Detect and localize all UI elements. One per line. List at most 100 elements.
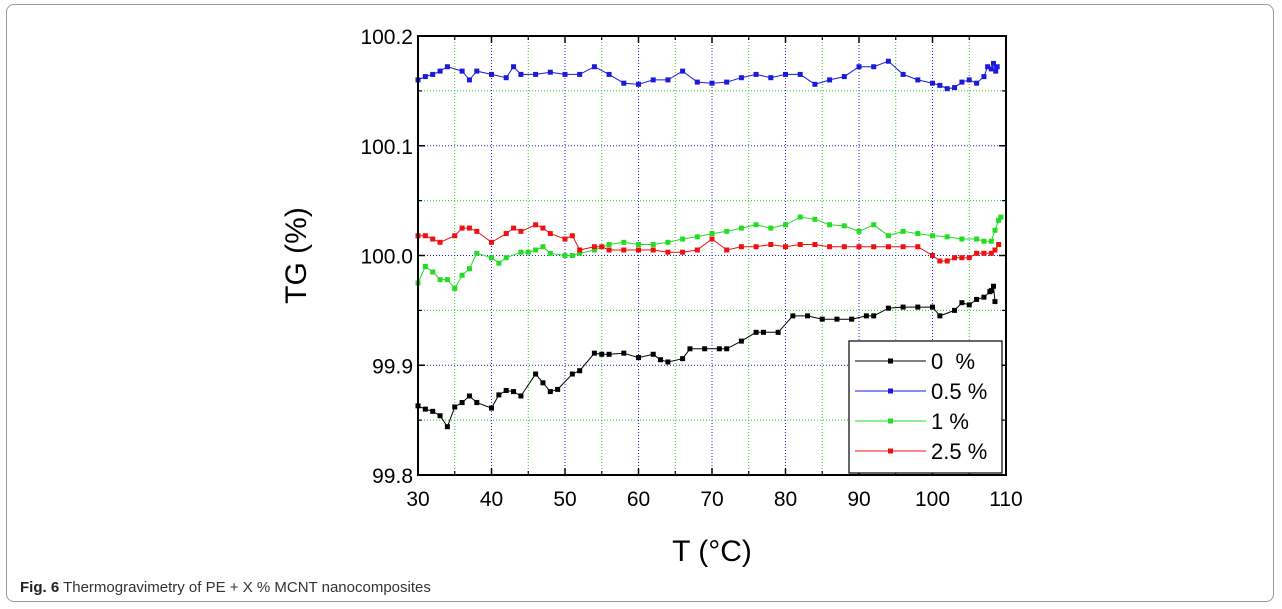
data-point: [474, 250, 480, 256]
data-point: [992, 227, 998, 233]
data-point: [974, 250, 980, 256]
series-line: [417, 216, 1002, 290]
data-point: [606, 247, 612, 253]
ticks: 30 40 50 60 70 80 90 100 110 99.8 99.9 100.0 100.1 10…: [360, 26, 1022, 511]
data-point: [621, 239, 627, 245]
x-tick-label: 70: [700, 488, 723, 511]
data-point: [606, 71, 612, 77]
data-point: [944, 258, 950, 264]
data-point: [474, 228, 480, 234]
x-tick-label: 90: [847, 488, 870, 511]
data-point: [444, 424, 450, 430]
data-point: [944, 86, 950, 92]
data-point: [900, 244, 906, 250]
data-point: [856, 244, 862, 250]
data-point: [819, 316, 825, 322]
data-point: [569, 233, 575, 239]
data-point: [885, 305, 891, 311]
data-point: [738, 338, 744, 344]
x-tick-label: 40: [480, 488, 503, 511]
data-point: [716, 346, 722, 352]
data-point: [937, 82, 943, 88]
data-point: [900, 71, 906, 77]
data-point: [724, 79, 730, 85]
data-point: [768, 225, 774, 231]
data-point: [511, 389, 517, 395]
data-point: [518, 249, 524, 255]
data-point: [812, 216, 818, 222]
data-point: [466, 266, 472, 272]
data-point: [900, 228, 906, 234]
data-point: [930, 253, 935, 258]
data-point: [621, 350, 627, 356]
x-tick-label: 80: [774, 488, 797, 511]
data-point: [444, 64, 450, 70]
x-tick-label: 30: [406, 488, 429, 511]
data-point: [658, 357, 664, 363]
data-point: [437, 239, 443, 245]
data-point: [503, 255, 509, 261]
data-point: [577, 368, 583, 374]
data-point: [724, 346, 730, 352]
data-point: [503, 387, 509, 393]
data-point: [503, 75, 509, 81]
data-point: [994, 64, 1000, 70]
data-point: [606, 242, 612, 248]
data-point: [930, 304, 935, 310]
data-point: [511, 225, 517, 231]
data-point: [562, 253, 568, 258]
data-point: [768, 75, 774, 81]
data-point: [760, 329, 766, 335]
data-point: [885, 244, 891, 250]
data-point: [952, 85, 958, 91]
data-point: [959, 300, 965, 306]
data-point: [430, 269, 436, 275]
data-point: [430, 236, 436, 242]
data-point: [797, 242, 803, 248]
data-point: [988, 250, 994, 256]
data-point: [966, 302, 972, 308]
data-point: [930, 80, 935, 86]
data-point: [577, 71, 583, 77]
x-tick-label: 60: [627, 488, 650, 511]
data-point: [489, 239, 494, 245]
data-point: [489, 71, 494, 77]
data-point: [577, 247, 583, 253]
data-point: [992, 299, 998, 305]
y-tick-label: 99.8: [372, 465, 413, 488]
legend-label: 0.5 %: [931, 379, 987, 404]
data-point: [959, 236, 965, 242]
data-point: [665, 249, 671, 255]
data-point: [694, 79, 700, 85]
data-point: [937, 313, 943, 319]
data-point: [709, 236, 715, 242]
data-point: [915, 231, 921, 237]
series-layer: [415, 58, 1004, 430]
series-2: [415, 214, 1004, 291]
data-point: [753, 244, 759, 250]
series-line: [417, 284, 996, 428]
data-point: [437, 277, 443, 283]
data-point: [525, 249, 531, 255]
data-point: [944, 234, 950, 240]
data-point: [959, 79, 965, 85]
data-point: [985, 64, 991, 70]
series-line: [417, 60, 998, 90]
data-point: [518, 393, 524, 399]
data-point: [996, 242, 1002, 248]
x-tick-label: 110: [989, 488, 1022, 511]
data-point: [841, 244, 847, 250]
legend-label: 2.5 %: [931, 439, 987, 464]
data-point: [981, 238, 987, 244]
data-point: [724, 247, 730, 253]
data-point: [496, 392, 502, 398]
data-point: [856, 64, 862, 70]
data-point: [694, 247, 700, 253]
data-point: [680, 249, 686, 255]
data-point: [915, 244, 921, 250]
data-point: [533, 371, 539, 377]
data-point: [422, 233, 428, 239]
data-point: [636, 247, 641, 253]
data-point: [753, 71, 759, 77]
data-point: [452, 233, 458, 239]
